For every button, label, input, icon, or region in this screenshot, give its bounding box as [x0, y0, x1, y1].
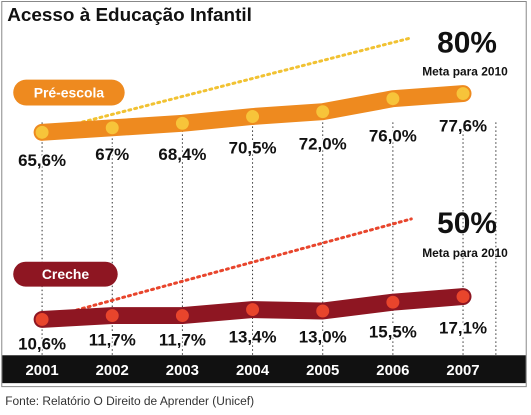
target-line-0 [40, 36, 413, 134]
tick-label-2001: 2001 [25, 362, 58, 379]
series-legend-label-1: Creche [42, 266, 89, 282]
x-axis-ticks: 2001 2002 2003 2004 2005 2006 2007 [25, 362, 479, 379]
series-legend-pill-1 [13, 261, 118, 287]
series-legend-label-0: Pré-escola [34, 85, 105, 101]
series-lines: Pré-escola Creche [13, 79, 472, 328]
target-value-1: 50% [437, 207, 497, 240]
tick-label-2006: 2006 [376, 362, 409, 379]
data-point-1-2006 [385, 294, 401, 310]
target-value-0: 80% [437, 27, 497, 60]
data-point-1-2007 [455, 289, 471, 305]
data-point-0-2007 [455, 86, 471, 102]
data-point-1-2004 [245, 302, 261, 318]
grid-lines [41, 122, 497, 356]
data-point-0-2006 [385, 91, 401, 107]
tick-label-2005: 2005 [306, 362, 339, 379]
data-point-0-2005 [315, 104, 331, 120]
data-label-1-2002: 11,7% [89, 330, 136, 349]
data-point-0-2001 [34, 124, 50, 140]
data-point-1-2005 [315, 303, 331, 319]
data-label-0-2006: 76,0% [369, 126, 417, 145]
data-label-0-2002: 67% [95, 145, 129, 164]
chart-title: Acesso à Educação Infantil [7, 5, 252, 26]
tick-label-2004: 2004 [236, 362, 270, 379]
data-point-0-2004 [245, 109, 261, 124]
target-caption-0: Meta para 2010 [422, 65, 508, 79]
data-label-0-2007: 77,6% [439, 116, 487, 135]
data-point-0-2002 [104, 120, 120, 136]
series-legend-pill-0 [13, 79, 125, 106]
data-labels: 65,6% 67% 68,4% 70,5% 72,0% 76,0% 77,6% 10,6% 11… [17, 115, 489, 355]
tick-label-2003: 2003 [166, 362, 199, 379]
target-caption-1: Meta para 2010 [422, 246, 508, 260]
data-point-1-2003 [174, 308, 190, 324]
data-label-1-2004: 13,4% [229, 327, 277, 346]
data-label-1-2005: 13,0% [299, 327, 347, 346]
data-label-1-2007: 17,1% [439, 318, 487, 337]
data-label-1-2003: 11,7% [159, 330, 206, 349]
data-label-0-2005: 72,0% [299, 134, 347, 153]
data-label-0-2003: 68,4% [158, 145, 206, 164]
target-line-1 [40, 217, 413, 321]
data-label-0-2004: 70,5% [229, 138, 277, 157]
data-point-0-2003 [174, 115, 190, 131]
source-note: Fonte: Relatório O Direito de Aprender (… [5, 394, 254, 408]
data-label-1-2006: 15,5% [369, 322, 417, 341]
tick-label-2002: 2002 [96, 362, 129, 379]
data-label-0-2001: 65,6% [18, 151, 66, 170]
data-label-1-2001: 10,6% [18, 334, 66, 353]
target-lines: 80% Meta para 2010 50% Meta para 2010 [40, 27, 508, 321]
data-point-1-2001 [34, 311, 50, 327]
x-axis-bar [2, 355, 526, 384]
tick-label-2007: 2007 [446, 362, 479, 379]
data-point-1-2002 [104, 308, 120, 324]
